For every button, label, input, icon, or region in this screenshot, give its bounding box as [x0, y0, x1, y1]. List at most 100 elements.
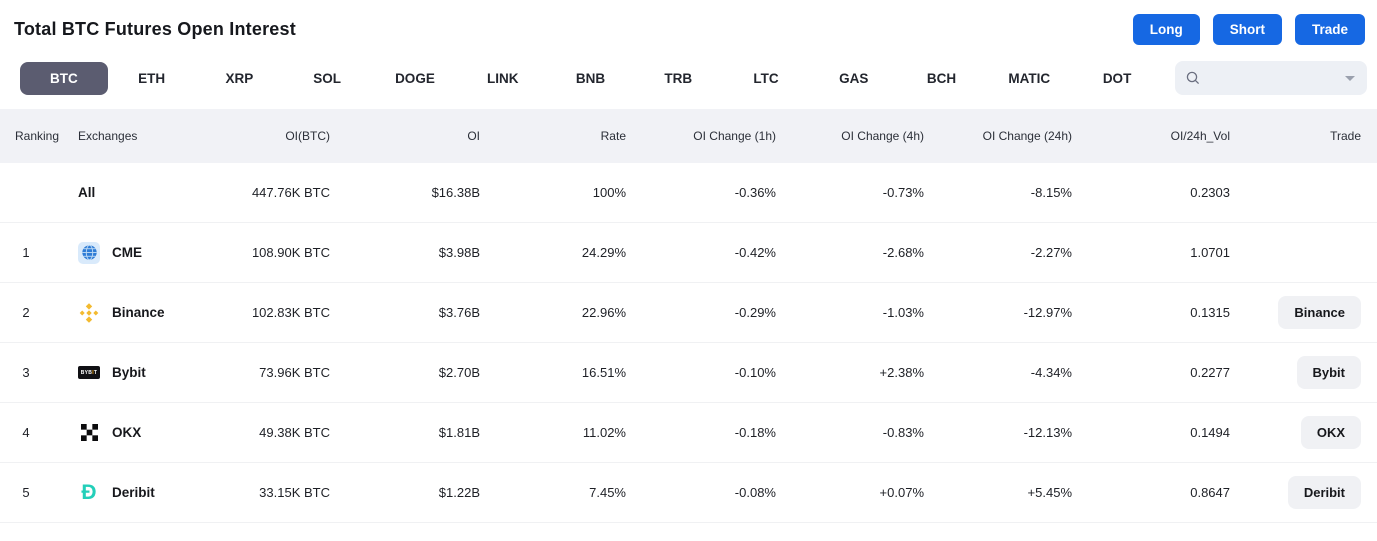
search-input[interactable]: [1175, 61, 1367, 95]
tab-bch[interactable]: BCH: [926, 70, 957, 86]
rate-value: 22.96%: [581, 305, 626, 320]
bybit-icon: BYB I T: [78, 366, 100, 379]
tab-btc[interactable]: BTC: [20, 61, 108, 95]
oi-value: $3.98B: [438, 245, 480, 260]
oi-change-24h: -4.34%: [1030, 365, 1072, 380]
oi-btc-value: 33.15K BTC: [259, 485, 330, 500]
oi-24h-vol-value: 0.8647: [1190, 485, 1230, 500]
rate-value: 24.29%: [581, 245, 626, 260]
oi-change-4h: +2.38%: [879, 365, 924, 380]
exchange-cell: Đ Deribit: [52, 482, 212, 504]
search-icon: [1186, 71, 1200, 85]
page-title: Total BTC Futures Open Interest: [14, 19, 296, 39]
column-header: Rate: [600, 129, 626, 143]
exchange-name: OKX: [112, 425, 142, 440]
table-row: 4 OKX 49.38K BTC $1.81B 11.02% -0.18% -0.83% -1…: [0, 403, 1377, 463]
coin-tabs-bar: BTC ETH XRP SOL DOGE LINK BNB TRB LTC GAS BCH MATIC…: [0, 55, 1377, 105]
exchange-cell: Binance: [52, 302, 212, 324]
trade-cell: OKX: [1230, 416, 1377, 449]
trade-cell: Bybit: [1230, 356, 1377, 389]
tab-bnb[interactable]: BNB: [575, 70, 606, 86]
oi-24h-vol-value: 0.1315: [1190, 305, 1230, 320]
oi-btc-value: 108.90K BTC: [251, 245, 330, 260]
exchange-name: CME: [112, 245, 142, 260]
oi-btc-value: 102.83K BTC: [251, 305, 330, 320]
rate-value: 16.51%: [581, 365, 626, 380]
ranking-value: 5: [22, 485, 30, 500]
trade-button-bybit[interactable]: Bybit: [1296, 356, 1361, 389]
tab-eth[interactable]: ETH: [138, 70, 166, 86]
tab-trb[interactable]: TRB: [664, 70, 693, 86]
oi-btc-value: 447.76K BTC: [251, 185, 330, 200]
header-actions: Long Short Trade: [1132, 14, 1365, 45]
column-header: OI/24h_Vol: [1170, 129, 1230, 143]
exchange-cell: OKX: [52, 422, 212, 444]
table-row: 2 Binance 102.83K BTC $3.76B 22.96% -0.29% -1.…: [0, 283, 1377, 343]
exchange-cell: CME: [52, 241, 212, 264]
oi-change-1h: -0.42%: [734, 245, 776, 260]
tab-sol[interactable]: SOL: [313, 70, 342, 86]
oi-change-1h: -0.18%: [734, 425, 776, 440]
table-header-row: Ranking Exchanges OI(BTC) OI Rate OI Change (…: [0, 109, 1377, 163]
tab-xrp[interactable]: XRP: [225, 70, 254, 86]
tab-dot[interactable]: DOT: [1102, 70, 1132, 86]
rate-value: 11.02%: [582, 425, 626, 440]
table-body: All 447.76K BTC $16.38B 100% -0.36% -0.73% -8.…: [0, 163, 1377, 523]
exchange-cell: All: [52, 185, 212, 200]
chevron-down-icon[interactable]: [1345, 75, 1355, 81]
oi-change-4h: -2.68%: [882, 245, 924, 260]
exchange-name: Deribit: [112, 485, 155, 500]
exchange-name: Bybit: [112, 365, 146, 380]
ranking-value: 2: [22, 305, 30, 320]
trade-cell: Binance: [1230, 296, 1377, 329]
oi-value: $3.76B: [438, 305, 480, 320]
tab-link[interactable]: LINK: [486, 70, 519, 86]
oi-change-24h: -12.97%: [1023, 305, 1072, 320]
oi-24h-vol-value: 0.2303: [1190, 185, 1230, 200]
trade-button-binance[interactable]: Binance: [1278, 296, 1361, 329]
long-button[interactable]: Long: [1132, 14, 1200, 45]
exchange-name: All: [78, 185, 96, 200]
tab-doge[interactable]: DOGE: [395, 70, 435, 86]
oi-change-24h: +5.45%: [1027, 485, 1072, 500]
trade-button-deribit[interactable]: Deribit: [1287, 476, 1361, 509]
tab-ltc[interactable]: LTC: [753, 70, 779, 86]
ranking-value: 1: [22, 245, 30, 260]
rate-value: 7.45%: [589, 485, 626, 500]
oi-change-4h: -0.73%: [882, 185, 924, 200]
column-header: Trade: [1330, 129, 1361, 143]
column-header: Exchanges: [78, 129, 138, 143]
ranking-value: 3: [22, 365, 30, 380]
tab-gas[interactable]: GAS: [839, 70, 869, 86]
trade-button[interactable]: Trade: [1294, 14, 1365, 45]
table-row: All 447.76K BTC $16.38B 100% -0.36% -0.73% -8.…: [0, 163, 1377, 223]
oi-change-1h: -0.08%: [734, 485, 776, 500]
column-header: OI Change (1h): [693, 129, 776, 143]
oi-change-4h: -1.03%: [882, 305, 924, 320]
ranking-value: 4: [22, 425, 30, 440]
table-row: 3 BYB I T Bybit 73.96K BTC $2.70B 16.51% -0.10% +…: [0, 343, 1377, 403]
oi-value: $1.22B: [438, 485, 480, 500]
oi-change-1h: -0.36%: [734, 185, 776, 200]
oi-value: $1.81B: [438, 425, 480, 440]
okx-icon: [78, 422, 100, 444]
rate-value: 100%: [592, 185, 626, 200]
oi-value: $2.70B: [438, 365, 480, 380]
oi-change-1h: -0.29%: [734, 305, 776, 320]
coin-tabs: BTC ETH XRP SOL DOGE LINK BNB TRB LTC GAS BCH MATIC…: [20, 61, 1161, 95]
oi-btc-value: 49.38K BTC: [259, 425, 330, 440]
column-header: OI Change (4h): [841, 129, 924, 143]
short-button[interactable]: Short: [1212, 14, 1282, 45]
oi-24h-vol-value: 0.1494: [1190, 425, 1230, 440]
oi-change-4h: +0.07%: [879, 485, 924, 500]
column-header: OI Change (24h): [982, 129, 1072, 143]
open-interest-table: Ranking Exchanges OI(BTC) OI Rate OI Change (…: [0, 109, 1377, 523]
oi-change-1h: -0.10%: [734, 365, 776, 380]
cme-icon: [78, 241, 100, 264]
trade-button-okx[interactable]: OKX: [1300, 416, 1361, 449]
oi-24h-vol-value: 1.0701: [1190, 245, 1230, 260]
oi-change-24h: -8.15%: [1030, 185, 1072, 200]
oi-change-4h: -0.83%: [882, 425, 924, 440]
binance-icon: [78, 302, 100, 324]
tab-matic[interactable]: MATIC: [1008, 70, 1051, 86]
